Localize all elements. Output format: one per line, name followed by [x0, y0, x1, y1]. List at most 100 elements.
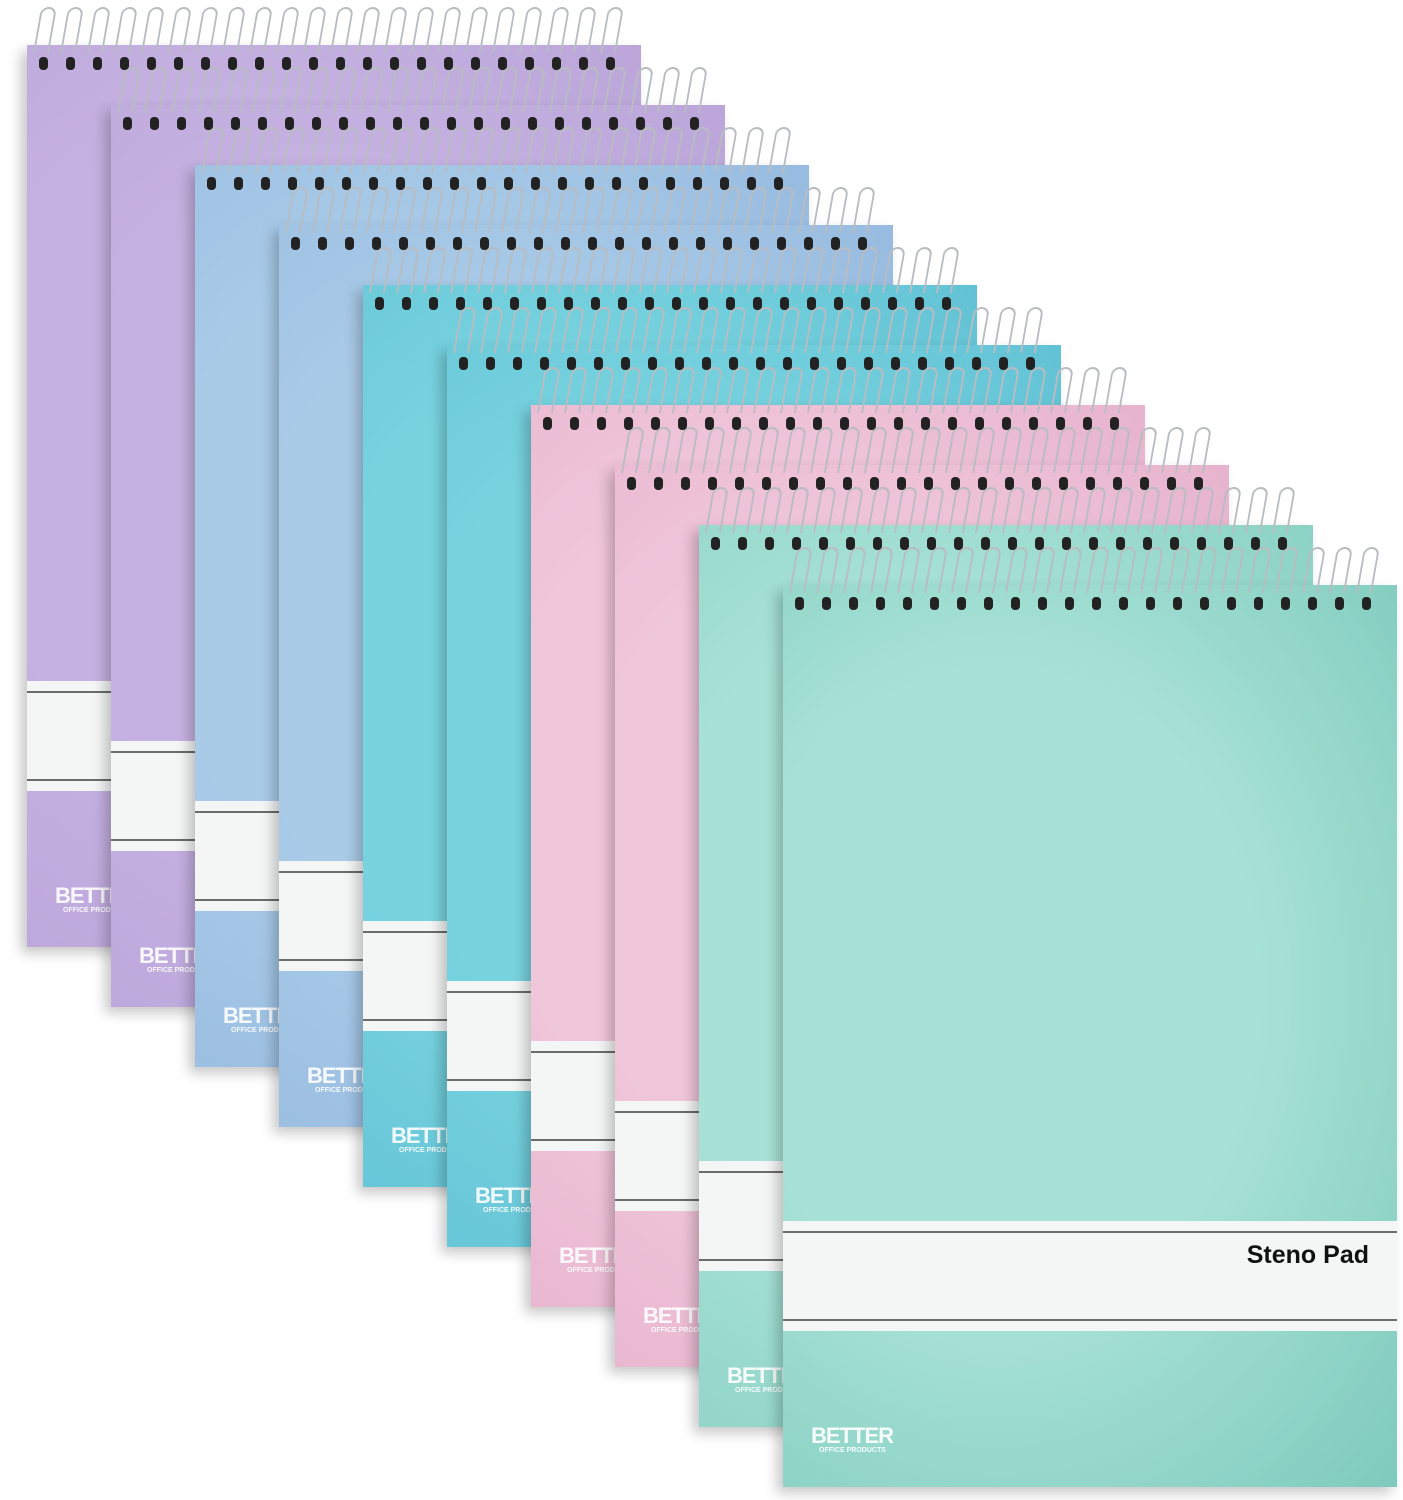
spiral-hole [420, 117, 429, 130]
spiral-hole [663, 117, 672, 130]
spiral-hole [174, 57, 183, 70]
spiral-hole [945, 357, 954, 370]
spiral-hole [510, 297, 519, 310]
spiral-hole [645, 297, 654, 310]
spiral-hole [1308, 597, 1317, 610]
spiral-hole [570, 417, 579, 430]
spiral-hole [1002, 417, 1011, 430]
spiral-hole [951, 477, 960, 490]
spiral-hole [636, 117, 645, 130]
spiral-hole [1008, 537, 1017, 550]
spiral-hole [921, 417, 930, 430]
spiral-hole [723, 237, 732, 250]
spiral-hole [1335, 597, 1344, 610]
spiral-hole [1065, 597, 1074, 610]
spiral-hole [639, 177, 648, 190]
spiral-hole [1059, 477, 1068, 490]
spiral-hole [471, 57, 480, 70]
spiral-hole [540, 357, 549, 370]
spiral-hole [426, 237, 435, 250]
logo-sub: OFFICE PRODUCTS [567, 1267, 634, 1274]
spiral-hole [813, 417, 822, 430]
spiral-hole [336, 57, 345, 70]
spiral-hole [777, 237, 786, 250]
spiral-hole [747, 177, 756, 190]
spiral-hole [981, 537, 990, 550]
spiral-hole [843, 477, 852, 490]
spiral-hole [450, 177, 459, 190]
spiral-hole [291, 237, 300, 250]
spiral-hole [621, 357, 630, 370]
spiral-hole [147, 57, 156, 70]
spiral-hole [228, 57, 237, 70]
spiral-hole [423, 177, 432, 190]
spiral-hole [606, 57, 615, 70]
spiral-hole [795, 597, 804, 610]
logo-sub: OFFICE PRODUCTS [819, 1447, 886, 1454]
spiral-hole [231, 117, 240, 130]
spiral-hole [654, 477, 663, 490]
spiral-hole [459, 357, 468, 370]
spiral-hole [702, 357, 711, 370]
spiral-hole [1362, 597, 1371, 610]
spiral-hole [123, 117, 132, 130]
spiral-hole [477, 177, 486, 190]
spiral-hole [591, 297, 600, 310]
label-band: Steno Pad [783, 1221, 1397, 1331]
spiral-hole [618, 297, 627, 310]
spiral-hole [1281, 597, 1290, 610]
spiral-hole [759, 417, 768, 430]
spiral-hole [1194, 477, 1203, 490]
spiral-hole [897, 477, 906, 490]
spiral-hole [978, 477, 987, 490]
spiral-hole [756, 357, 765, 370]
spiral-hole [150, 117, 159, 130]
spiral-hole [318, 237, 327, 250]
spiral-hole [786, 417, 795, 430]
spiral-hole [750, 237, 759, 250]
spiral-hole [1110, 417, 1119, 430]
spiral-hole [375, 297, 384, 310]
spiral-hole [672, 297, 681, 310]
spiral-hole [927, 537, 936, 550]
spiral-hole [918, 357, 927, 370]
spiral-hole [417, 57, 426, 70]
spiral-hole [975, 417, 984, 430]
spiral-hole [1119, 597, 1128, 610]
spiral-hole [1251, 537, 1260, 550]
spiral-hole [1224, 537, 1233, 550]
spiral-hole [1143, 537, 1152, 550]
spiral-hole [720, 177, 729, 190]
spiral-hole [873, 537, 882, 550]
spiral-hole [1089, 537, 1098, 550]
spiral-hole [780, 297, 789, 310]
logo-sub: OFFICE PRODUCTS [315, 1087, 382, 1094]
spiral-hole [525, 57, 534, 70]
spiral-hole [504, 177, 513, 190]
spiral-hole [204, 117, 213, 130]
spiral-hole [900, 537, 909, 550]
spiral-hole [564, 297, 573, 310]
spiral-hole [342, 177, 351, 190]
spiral-hole [915, 297, 924, 310]
spiral-hole [534, 237, 543, 250]
spiral-hole [666, 177, 675, 190]
spiral-hole [531, 177, 540, 190]
spiral-hole [207, 177, 216, 190]
spiral-hole [594, 357, 603, 370]
spiral-hole [678, 417, 687, 430]
spiral-hole [561, 237, 570, 250]
spiral-hole [642, 237, 651, 250]
spiral-hole [1254, 597, 1263, 610]
spiral-hole [693, 177, 702, 190]
spiral-hole [588, 237, 597, 250]
spiral-hole [876, 597, 885, 610]
logo-sub: OFFICE PRODUCTS [483, 1207, 550, 1214]
spiral-hole [954, 537, 963, 550]
logo-sub: OFFICE PRODUCTS [651, 1327, 718, 1334]
spiral-hole [537, 297, 546, 310]
spiral-hole [177, 117, 186, 130]
spiral-hole [1086, 477, 1095, 490]
spiral-hole [453, 237, 462, 250]
spiral-hole [861, 297, 870, 310]
